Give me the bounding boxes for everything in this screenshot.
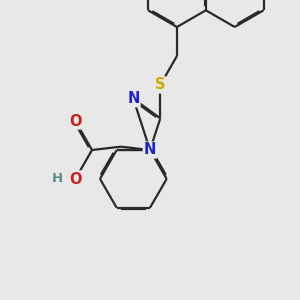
- Text: S: S: [155, 77, 166, 92]
- Text: O: O: [69, 113, 82, 128]
- Text: N: N: [127, 91, 140, 106]
- Text: O: O: [69, 172, 82, 187]
- Text: N: N: [144, 142, 156, 158]
- Text: H: H: [51, 172, 63, 185]
